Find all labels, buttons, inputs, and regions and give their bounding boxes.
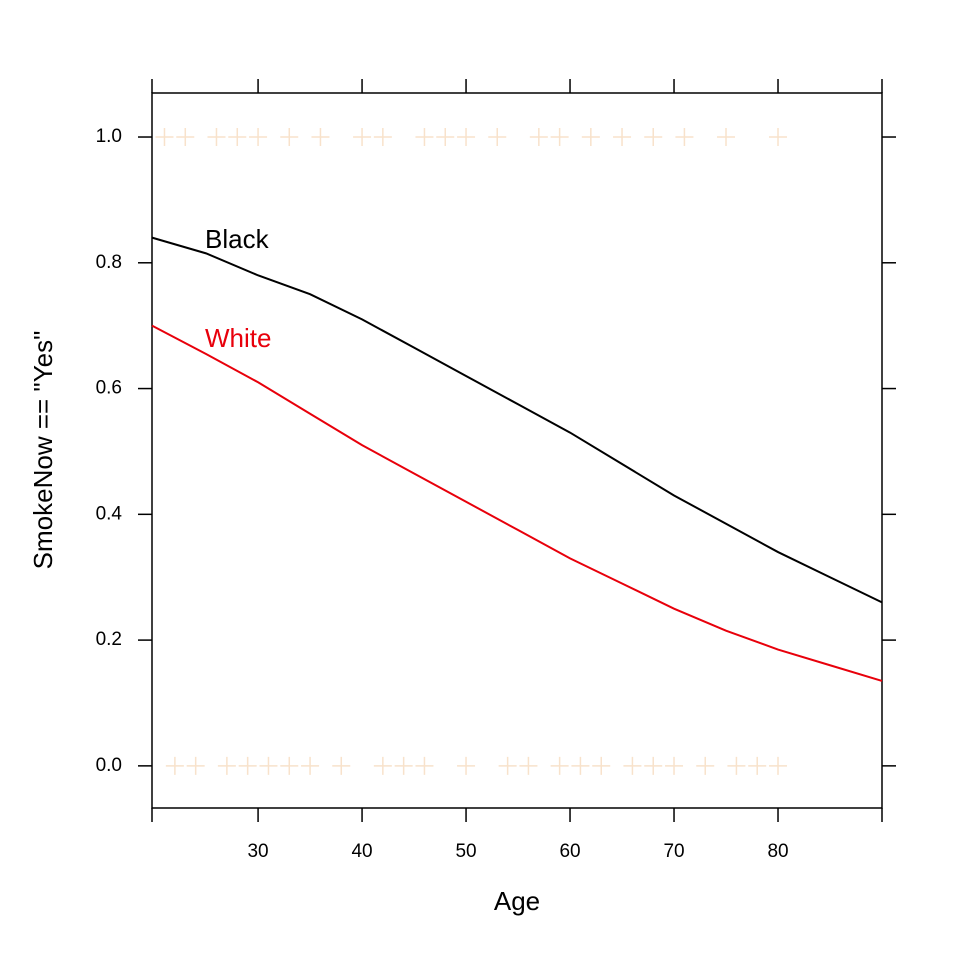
data-point [249, 128, 268, 147]
y-tick-label: 0.8 [96, 252, 122, 273]
x-tick-label: 80 [767, 841, 788, 862]
data-point [529, 128, 548, 147]
x-tick-label: 70 [663, 841, 684, 862]
data-point [457, 756, 476, 775]
y-tick-label: 1.0 [96, 126, 122, 147]
data-point [592, 756, 611, 775]
data-point [436, 128, 455, 147]
data-point [550, 128, 569, 147]
y-tick-label: 0.4 [96, 503, 123, 524]
data-point [675, 128, 694, 147]
data-point [498, 756, 517, 775]
data-point [301, 756, 320, 775]
data-point [332, 756, 351, 775]
data-point [238, 756, 257, 775]
data-point [415, 756, 434, 775]
series-label: Black [205, 224, 270, 254]
data-point [207, 128, 226, 147]
data-point [571, 756, 590, 775]
data-point [228, 128, 247, 147]
data-point [644, 756, 663, 775]
data-point [519, 756, 538, 775]
data-point [581, 128, 600, 147]
line [151, 236, 883, 604]
data-point [488, 128, 507, 147]
data-point [769, 756, 788, 775]
data-point [717, 128, 736, 147]
x-axis-title: Age [494, 886, 540, 916]
data-point [165, 756, 184, 775]
x-tick-label: 30 [247, 841, 268, 862]
y-tick-label: 0.2 [96, 629, 122, 650]
data-point [311, 128, 330, 147]
data-point [550, 756, 569, 775]
data-point [155, 128, 174, 147]
data-point [727, 756, 746, 775]
data-point [280, 756, 299, 775]
data-point [217, 756, 236, 775]
data-point [186, 756, 205, 775]
data-point [623, 756, 642, 775]
data-point [373, 756, 392, 775]
y-axis-title: SmokeNow == "Yes" [28, 331, 58, 570]
data-point [769, 128, 788, 147]
data-point [373, 128, 392, 147]
data-point [696, 756, 715, 775]
data-point [457, 128, 476, 147]
data-point [176, 128, 195, 147]
y-tick-label: 0.0 [96, 755, 122, 776]
plot-frame [151, 92, 883, 809]
data-point [613, 128, 632, 147]
x-tick-label: 50 [455, 841, 476, 862]
data-point [259, 756, 278, 775]
data-point [353, 128, 372, 147]
data-point [644, 128, 663, 147]
data-point [394, 756, 413, 775]
data-point [748, 756, 767, 775]
y-tick-label: 0.6 [96, 378, 122, 399]
data-point [665, 756, 684, 775]
data-point [415, 128, 434, 147]
x-tick-label: 60 [559, 841, 580, 862]
line [151, 324, 883, 682]
data-point [280, 128, 299, 147]
x-tick-label: 40 [351, 841, 372, 862]
series-label: White [205, 323, 271, 353]
